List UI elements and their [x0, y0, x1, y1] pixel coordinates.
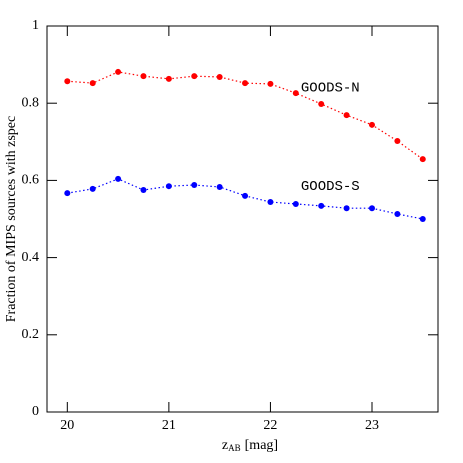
data-point [368, 121, 375, 128]
data-point [64, 78, 71, 85]
data-point [165, 183, 172, 190]
data-point [89, 80, 96, 87]
y-tick-label: 0.8 [22, 95, 40, 110]
data-point [292, 200, 299, 207]
data-point [140, 187, 147, 194]
x-tick-label: 20 [60, 418, 74, 433]
y-tick-label: 0.2 [22, 327, 40, 342]
data-point [115, 68, 122, 75]
x-label-sub: AB [228, 443, 241, 453]
series-annotation: GOODS-S [301, 179, 360, 195]
data-point [115, 175, 122, 182]
plot-frame [46, 25, 439, 413]
data-point [64, 190, 71, 197]
data-point [216, 73, 223, 80]
data-point [368, 205, 375, 212]
data-point [191, 182, 198, 189]
x-label-main: z [222, 438, 228, 453]
data-point [191, 73, 198, 80]
series-line [67, 178, 423, 220]
data-point [292, 90, 299, 97]
data-point [267, 80, 274, 87]
data-point [394, 210, 401, 217]
data-point [89, 185, 96, 192]
x-label-unit: [mag] [245, 438, 278, 453]
data-point [140, 73, 147, 80]
data-point [394, 138, 401, 145]
data-point [318, 202, 325, 209]
y-tick-label: 0.6 [22, 173, 40, 188]
y-tick-label: 0 [32, 404, 39, 419]
x-tick-label: 21 [162, 418, 176, 433]
y-tick-label: 0.4 [22, 250, 40, 265]
data-point [343, 112, 350, 119]
data-point [419, 156, 426, 163]
data-point [165, 75, 172, 82]
x-tick-label: 23 [365, 418, 379, 433]
data-point [343, 205, 350, 212]
y-axis-label: Fraction of MIPS sources with zspec [4, 116, 19, 322]
x-axis-label: zAB [mag] [222, 438, 278, 453]
data-point [318, 100, 325, 107]
y-tick-label: 1 [32, 18, 39, 33]
data-point [242, 192, 249, 199]
series-annotation: GOODS-N [301, 80, 360, 96]
data-point [419, 216, 426, 222]
x-tick-label: 22 [263, 418, 277, 433]
data-point [216, 183, 223, 190]
data-point [242, 80, 249, 87]
data-point [267, 199, 274, 206]
